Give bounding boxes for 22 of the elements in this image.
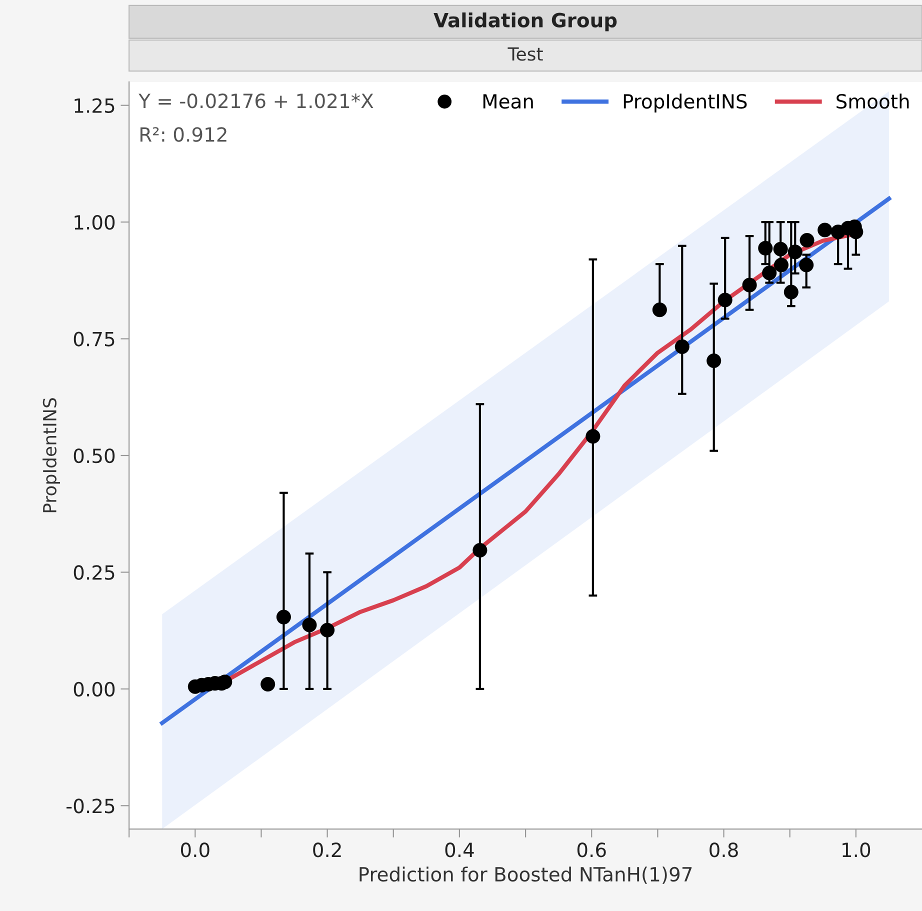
x-axis-title: Prediction for Boosted NTanH(1)97 — [360, 866, 692, 884]
x-tick-label: 0.6 — [577, 842, 606, 858]
x-tick-label: 1.0 — [842, 842, 870, 858]
y-tick-label: 0.75 — [74, 332, 114, 346]
y-tick-label: 0.00 — [74, 682, 115, 697]
y-tick-label: 1.25 — [74, 98, 114, 113]
legend-label: PropIdentINS — [624, 94, 747, 112]
x-tick-label: 0.8 — [710, 842, 738, 858]
x-tick-label: 0.4 — [445, 842, 474, 858]
y-tick-label: 0.50 — [74, 448, 115, 464]
y-tick-label: 0.25 — [74, 565, 114, 580]
x-tick-label: 0.0 — [180, 842, 210, 858]
y-tick-label: -0.25 — [66, 798, 114, 814]
annotation: Y = -0.02176 + 1.021*X — [138, 94, 374, 108]
annotation: R²: 0.912 — [140, 127, 226, 142]
chart-title: Validation Group — [434, 12, 617, 32]
legend-label: Smooth — [836, 94, 909, 109]
y-axis-title: PropIdentINS — [42, 398, 60, 512]
x-tick-label: 0.2 — [313, 842, 341, 858]
y-tick-label: 1.00 — [74, 215, 115, 230]
legend-label: Mean — [483, 94, 533, 109]
chart-subtitle: Test — [508, 47, 543, 61]
